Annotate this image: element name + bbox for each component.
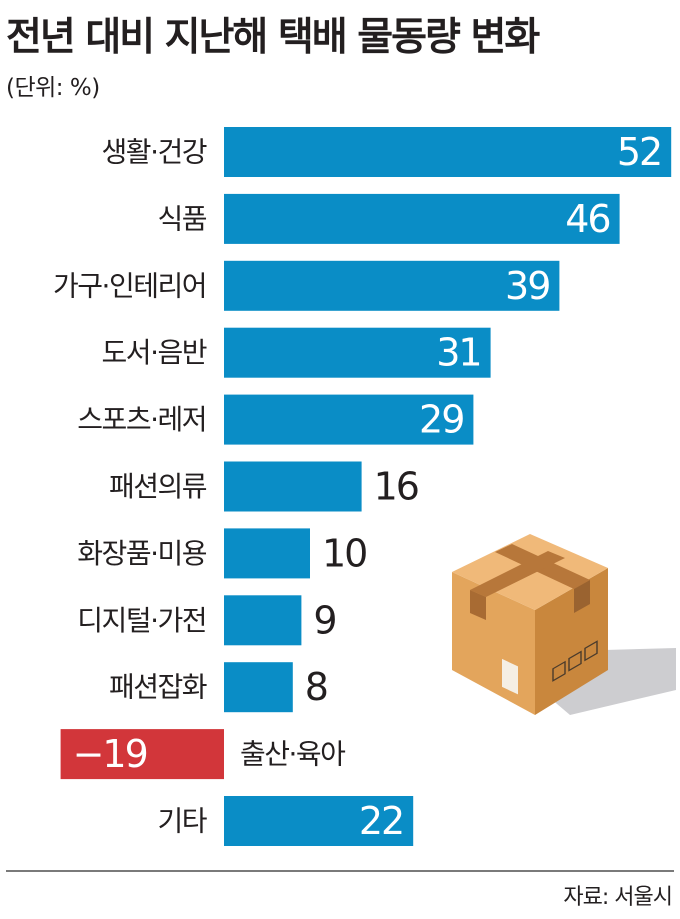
category-label: 가구·인테리어 (53, 269, 206, 302)
bar-4 (224, 327, 491, 378)
category-label: 스포츠·레저 (77, 403, 206, 436)
tape-right-strip (574, 580, 590, 613)
chart-title: 전년 대비 지난해 택배 물동량 변화 (6, 15, 540, 60)
unit-note: (단위: %) (6, 75, 100, 101)
bar-11 (224, 796, 414, 846)
source-note: 자료: 서울시 (563, 885, 673, 910)
bar-8 (224, 595, 302, 646)
bar-5 (224, 394, 474, 445)
parcel-box-illustration (452, 534, 676, 715)
value-label: 16 (374, 465, 418, 509)
value-label: 39 (505, 264, 549, 308)
bar-2 (224, 193, 620, 244)
bar-9 (224, 662, 293, 713)
value-label: 22 (359, 799, 403, 843)
value-label: 52 (617, 130, 661, 174)
tape-top-strip-cross (470, 551, 565, 597)
value-label: 9 (313, 598, 335, 642)
category-label: 패션잡화 (109, 671, 207, 704)
category-label: 출산·육아 (240, 738, 345, 771)
bar-7 (224, 528, 310, 579)
tape-left-strip (470, 590, 486, 620)
value-label: 46 (565, 197, 609, 241)
bar-10 (60, 729, 224, 780)
bar-chart: 생활·건강 52 식품 46 가구·인테리어 39 도서·음반 31 스포츠·레저 29 패션의류 1… (53, 127, 672, 846)
value-label: 8 (305, 665, 327, 709)
category-label: 화장품·미용 (77, 537, 206, 570)
value-label: 29 (419, 398, 463, 442)
value-label: 31 (436, 331, 480, 375)
bar-3 (224, 260, 560, 311)
box-shadow (550, 648, 676, 715)
category-label: 기타 (157, 805, 206, 838)
category-label: 디지털·가전 (77, 604, 206, 637)
value-label: −19 (73, 732, 147, 776)
category-label: 패션의류 (109, 470, 207, 503)
category-label: 식품 (157, 202, 206, 235)
category-label: 도서·음반 (102, 336, 207, 369)
barcode-label-icon (502, 658, 518, 695)
value-label: 10 (322, 531, 366, 575)
category-label: 생활·건강 (102, 136, 207, 169)
bar-1 (224, 127, 672, 177)
footer-divider (6, 870, 674, 872)
handling-symbols-icon (552, 640, 598, 682)
bar-6 (224, 461, 362, 512)
